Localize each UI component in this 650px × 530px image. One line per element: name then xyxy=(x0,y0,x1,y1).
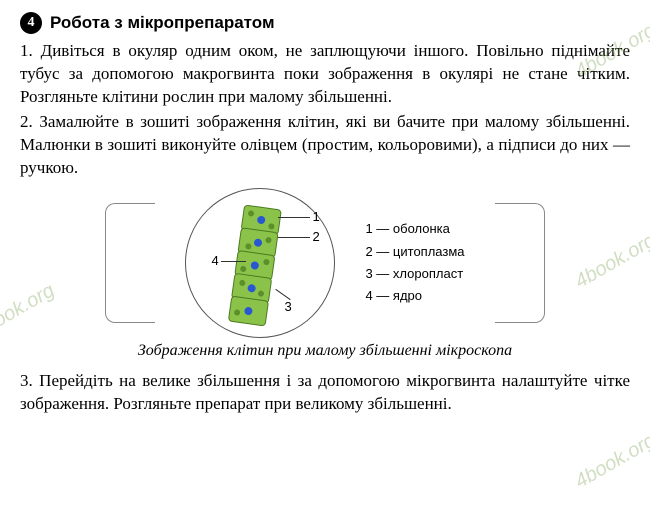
section-header: 4 Робота з мікропрепаратом xyxy=(20,12,630,34)
cell-chloroplast xyxy=(258,290,265,297)
section-number-badge: 4 xyxy=(20,12,42,34)
leader-line xyxy=(278,237,310,238)
leader-label-4: 4 xyxy=(211,253,218,268)
cell-nucleus xyxy=(244,306,253,315)
leader-label-2: 2 xyxy=(312,229,319,244)
legend-item-4: 4 — ядро xyxy=(365,285,464,307)
legend-item-3: 3 — хлоропласт xyxy=(365,263,464,285)
watermark: 4book.org xyxy=(571,429,650,493)
leader-line xyxy=(221,261,246,262)
cell-chloroplast xyxy=(269,223,276,230)
cell-chloroplast xyxy=(240,265,247,272)
cell-nucleus xyxy=(248,283,257,292)
leader-label-3: 3 xyxy=(284,299,291,314)
left-bracket xyxy=(105,203,155,323)
section-title: Робота з мікропрепаратом xyxy=(50,13,275,33)
legend-item-1: 1 — оболонка xyxy=(365,218,464,240)
cell-nucleus xyxy=(257,215,266,224)
diagram-caption: Зображення клітин при малому збільшенні … xyxy=(20,342,630,360)
legend-item-2: 2 — цитоплазма xyxy=(365,241,464,263)
cell-chloroplast xyxy=(248,210,255,217)
diagram-legend: 1 — оболонка 2 — цитоплазма 3 — хлоропла… xyxy=(365,218,464,306)
cell-chloroplast xyxy=(234,309,241,316)
microscope-view-circle: 1 2 3 4 xyxy=(185,188,335,338)
cell-chloroplast xyxy=(239,279,246,286)
diagram-container: 1 2 3 4 1 — оболонка 2 — цитоплазма 3 — … xyxy=(20,188,630,338)
cell-chloroplast xyxy=(263,258,270,265)
plant-cells-group xyxy=(229,204,290,324)
paragraph-2: 2. Замалюйте в зошиті зображення клітин,… xyxy=(20,111,630,180)
right-bracket xyxy=(495,203,545,323)
leader-line xyxy=(278,217,310,218)
leader-label-1: 1 xyxy=(312,209,319,224)
paragraph-3: 3. Перейдіть на велике збільшення і за д… xyxy=(20,370,630,416)
cell-chloroplast xyxy=(266,236,273,243)
cell-nucleus xyxy=(254,238,263,247)
plant-cell xyxy=(228,295,269,326)
cell-chloroplast xyxy=(245,243,252,250)
paragraph-1: 1. Дивіться в окуляр одним оком, не запл… xyxy=(20,40,630,109)
cell-nucleus xyxy=(251,261,260,270)
